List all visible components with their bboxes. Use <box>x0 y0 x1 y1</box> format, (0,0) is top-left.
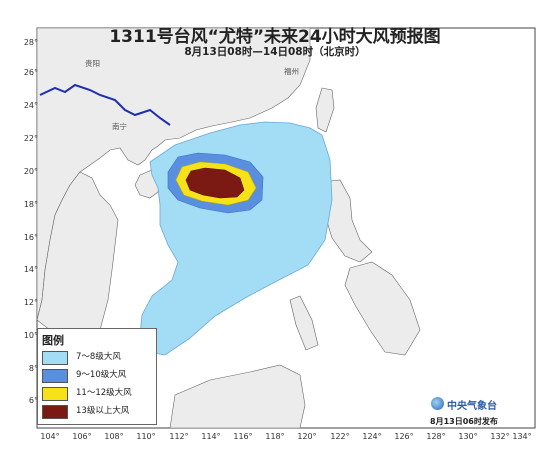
lat-label: 28° <box>23 38 38 47</box>
lat-label: 14° <box>23 265 38 274</box>
lon-label: 114° <box>201 432 221 441</box>
lon-label: 134° <box>512 432 532 441</box>
wind-zone-13-plus <box>185 167 245 199</box>
lon-label: 112° <box>169 432 189 441</box>
legend-item: 11～12级大风 <box>42 387 154 401</box>
legend-swatch <box>42 387 68 401</box>
legend-swatch <box>42 405 68 419</box>
lat-label: 16° <box>23 233 38 242</box>
weather-agency-icon <box>431 397 444 410</box>
lon-label: 126° <box>394 432 414 441</box>
lon-label: 120° <box>297 432 317 441</box>
legend-swatch <box>42 369 68 383</box>
lat-label: 6° <box>28 396 38 405</box>
map-title: 1311号台风“尤特”未来24小时大风预报图 <box>109 27 441 47</box>
legend-swatch <box>42 351 68 365</box>
legend-item: 9～10级大风 <box>42 369 154 383</box>
legend-label: 9～10级大风 <box>76 370 127 380</box>
lat-label: 24° <box>23 101 38 110</box>
legend-item: 7～8级大风 <box>42 351 154 365</box>
borneo <box>169 364 306 429</box>
taiwan-island <box>315 87 335 133</box>
legend-label: 11～12级大风 <box>76 388 132 398</box>
lat-label: 20° <box>23 167 38 176</box>
legend-label: 13级以上大风 <box>76 406 130 416</box>
lon-label: 116° <box>233 432 253 441</box>
lon-label: 124° <box>362 432 382 441</box>
issuer-name: 中央气象台 <box>447 401 497 412</box>
place-label-fuzhou: 福州 <box>284 67 299 76</box>
map-legend: 图例 7～8级大风 9～10级大风 11～12级大风 13级以上大风 <box>37 328 157 425</box>
lon-label: 110° <box>136 432 156 441</box>
boundary-line <box>39 83 171 126</box>
lon-label: 118° <box>265 432 285 441</box>
lon-label: 104° <box>40 432 60 441</box>
place-label-nanning: 南宁 <box>112 122 127 131</box>
lon-label: 132° <box>490 432 510 441</box>
philippines-south <box>344 261 421 356</box>
legend-label: 7～8级大风 <box>76 352 121 362</box>
lon-label: 130° <box>458 432 478 441</box>
legend-item: 13级以上大风 <box>42 405 154 419</box>
lon-label: 122° <box>330 432 350 441</box>
map-subtitle: 8月13日08时—14日08时（北京时） <box>184 46 366 58</box>
lon-label: 108° <box>104 432 124 441</box>
lat-label: 22° <box>23 134 38 143</box>
issue-time: 8月13日06时发布 <box>430 417 498 426</box>
lon-label: 106° <box>72 432 92 441</box>
lat-label: 8° <box>28 364 38 373</box>
lat-label: 10° <box>23 331 38 340</box>
lat-label: 12° <box>23 298 38 307</box>
lon-label: 128° <box>426 432 446 441</box>
legend-title: 图例 <box>42 334 64 347</box>
palawan-island <box>289 295 319 351</box>
lat-label: 26° <box>23 68 38 77</box>
place-label-guiyang: 贵阳 <box>85 59 100 68</box>
lat-label: 18° <box>23 200 38 209</box>
